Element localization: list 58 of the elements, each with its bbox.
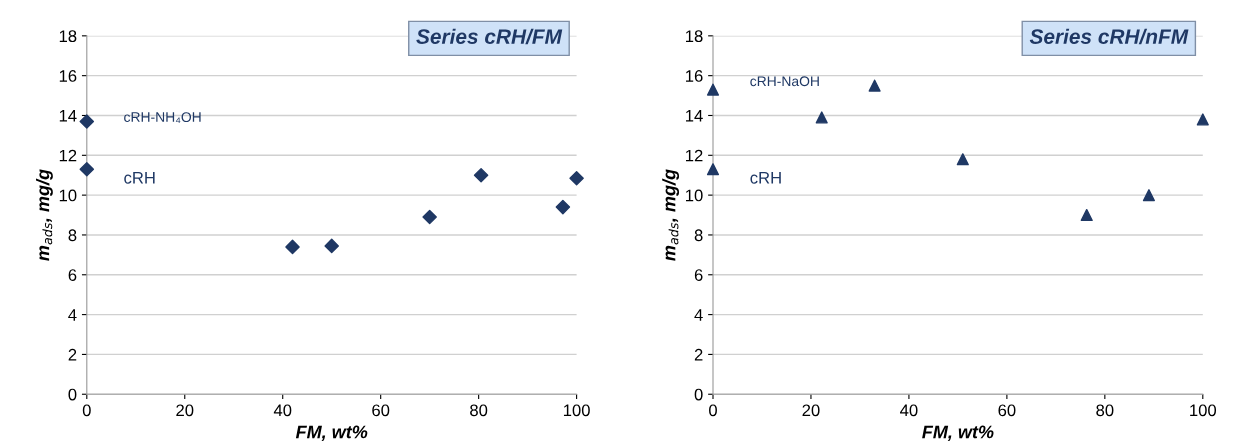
point <box>422 209 437 225</box>
y-tick-label: 16 <box>686 70 703 82</box>
y-tick-label: 0 <box>694 388 703 401</box>
y-tick-label: 4 <box>694 309 703 321</box>
point <box>79 114 95 129</box>
x-tick-label: 40 <box>273 404 292 417</box>
y-tick-label: 14 <box>686 110 703 122</box>
y-axis-title: m$_{ads}$, mg/g <box>662 169 680 261</box>
point <box>555 199 571 215</box>
y-tick-label: 18 <box>686 30 703 43</box>
point <box>868 79 881 92</box>
x-tick-label: 0 <box>709 404 717 417</box>
point <box>1142 189 1155 202</box>
point <box>324 238 339 254</box>
x-tick-label: 20 <box>176 404 194 417</box>
x-tick-label: 100 <box>563 404 590 417</box>
x-axis-title: FM, wt% <box>922 425 994 441</box>
y-tick-label: 12 <box>59 149 77 162</box>
y-tick-label: 2 <box>694 348 703 361</box>
y-tick-label: 14 <box>59 110 77 122</box>
point <box>285 239 300 255</box>
point <box>706 83 720 96</box>
y-axis-title: m$_{ads}$, mg/g <box>36 169 53 261</box>
point <box>473 167 489 183</box>
y-tick-label: 8 <box>68 229 77 242</box>
x-axis-title: FM, wt% <box>295 425 368 441</box>
x-tick-label: 80 <box>1096 404 1114 417</box>
point <box>956 153 969 166</box>
chart-title: Series cRH/FM <box>416 28 563 45</box>
y-tick-label: 6 <box>68 269 77 281</box>
y-tick-label: 4 <box>68 309 77 321</box>
y-tick-label: 2 <box>68 348 77 361</box>
annotation: cRH <box>750 172 781 184</box>
point <box>569 170 584 186</box>
y-tick-label: 16 <box>59 70 77 82</box>
x-tick-label: 100 <box>1190 404 1217 417</box>
annotation: cRH-NH₄OH <box>124 112 201 124</box>
y-tick-label: 6 <box>694 269 703 281</box>
x-tick-label: 40 <box>900 404 918 417</box>
x-tick-label: 80 <box>470 404 488 417</box>
x-tick-label: 0 <box>82 404 91 417</box>
y-tick-label: 18 <box>59 30 77 43</box>
y-tick-label: 10 <box>59 189 77 202</box>
point <box>815 111 828 124</box>
annotation: cRH <box>124 172 155 184</box>
point <box>79 161 95 177</box>
x-tick-label: 60 <box>998 404 1016 417</box>
y-tick-label: 12 <box>686 149 703 162</box>
chart-title: Series cRH/nFM <box>1029 28 1189 45</box>
point <box>706 163 720 176</box>
x-tick-label: 20 <box>802 404 820 417</box>
y-tick-label: 8 <box>694 229 703 242</box>
x-tick-label: 60 <box>372 404 390 417</box>
y-tick-label: 0 <box>68 388 77 401</box>
point <box>1080 208 1093 222</box>
point <box>1196 113 1209 126</box>
annotation: cRH-NaOH <box>750 76 819 87</box>
y-tick-label: 10 <box>686 189 703 202</box>
